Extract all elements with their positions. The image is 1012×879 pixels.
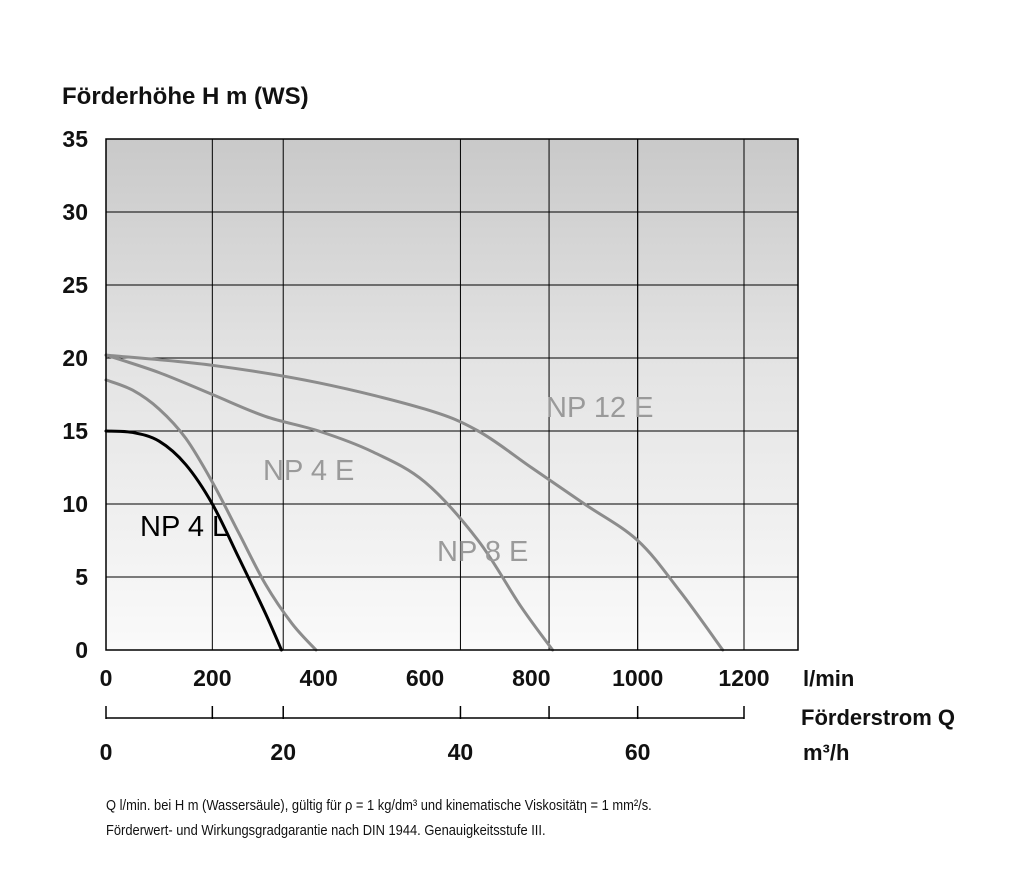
curve-np-8-e bbox=[104, 353, 555, 652]
x-axis-title: Förderstrom Q bbox=[801, 705, 955, 730]
x-secondary-tick-label: 0 bbox=[100, 739, 113, 765]
plot-area bbox=[106, 139, 798, 650]
curve-np-12-e bbox=[104, 353, 725, 652]
y-tick-label: 5 bbox=[75, 564, 88, 590]
y-tick-label: 20 bbox=[62, 345, 88, 371]
x-unit-m3h: m³/h bbox=[803, 740, 849, 765]
y-tick-labels: 0 5 10 15 20 25 30 35 bbox=[62, 126, 88, 663]
footnote-line-1: Q l/min. bei H m (Wassersäule), gültig f… bbox=[106, 797, 652, 814]
y-tick-label: 25 bbox=[62, 272, 88, 298]
y-tick-label: 35 bbox=[62, 126, 88, 152]
curve-np-4-e bbox=[104, 378, 318, 652]
pump-curves bbox=[104, 353, 725, 652]
x-unit-lmin: l/min bbox=[803, 666, 854, 691]
y-tick-label: 15 bbox=[62, 418, 88, 444]
x-tick-label: 0 bbox=[100, 665, 113, 691]
footnote-line-2: Förderwert- und Wirkungsgradgarantie nac… bbox=[106, 822, 546, 839]
x-secondary-tick-label: 40 bbox=[448, 739, 474, 765]
series-label: NP 4 L bbox=[140, 511, 228, 543]
x-tick-label: 1000 bbox=[612, 665, 663, 691]
y-tick-label: 30 bbox=[62, 199, 88, 225]
y-tick-label: 10 bbox=[62, 491, 88, 517]
x-secondary-tick-label: 20 bbox=[270, 739, 296, 765]
x-tick-label: 400 bbox=[299, 665, 337, 691]
series-label: NP 12 E bbox=[546, 392, 653, 424]
series-label: NP 4 E bbox=[263, 455, 354, 487]
y-axis-title: Förderhöhe H m (WS) bbox=[62, 83, 309, 110]
x-tick-label: 1200 bbox=[718, 665, 769, 691]
x-tick-label: 600 bbox=[406, 665, 444, 691]
x-secondary-tick-label: 60 bbox=[625, 739, 651, 765]
curve-np-4-l bbox=[104, 429, 283, 652]
x-tick-label: 200 bbox=[193, 665, 231, 691]
x-axis-m3h: 0 20 40 60 bbox=[100, 706, 745, 765]
x-tick-labels-lmin: 0 200 400 600 800 1000 1200 bbox=[100, 665, 770, 691]
grid-lines bbox=[106, 139, 798, 650]
x-tick-label: 800 bbox=[512, 665, 550, 691]
plot-frame bbox=[105, 138, 799, 651]
y-tick-label: 0 bbox=[75, 637, 88, 663]
series-labels: NP 4 L NP 4 E NP 8 E NP 12 E bbox=[140, 392, 653, 568]
series-label: NP 8 E bbox=[437, 536, 528, 568]
